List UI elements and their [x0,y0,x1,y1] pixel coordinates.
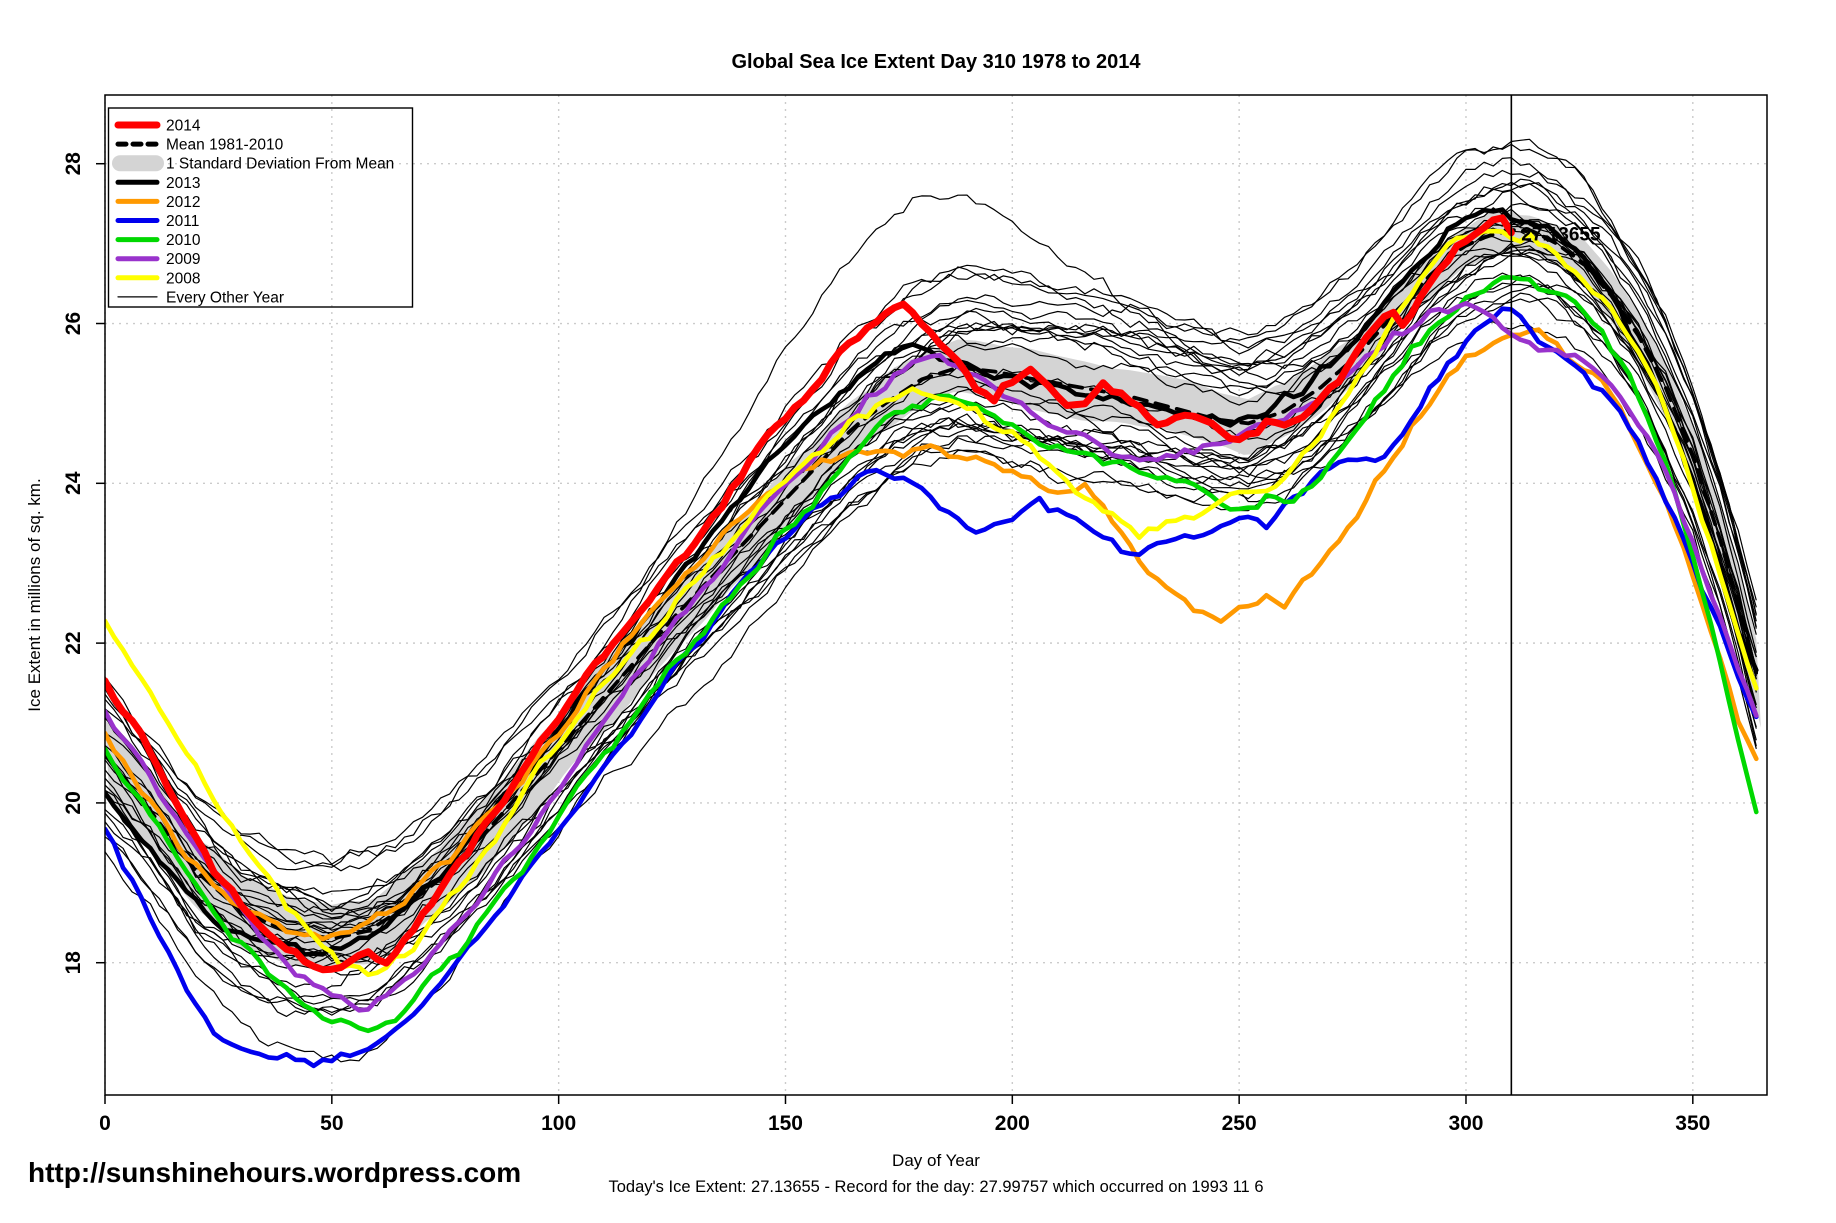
legend-item-mean-1981-2010: Mean 1981-2010 [166,137,284,154]
background-year-line [105,285,1757,965]
x-tick-label: 100 [541,1112,576,1135]
x-tick-label: 150 [768,1112,803,1135]
x-tick-label: 350 [1675,1112,1710,1135]
legend-item-2012: 2012 [166,194,200,211]
background-year-line [105,219,1757,928]
series-line-mean-1981-2010 [105,228,1759,941]
background-year-line [105,138,1757,908]
legend-item-2011: 2011 [166,213,199,230]
legend-border [107,107,414,308]
chart-title: Global Sea Ice Extent Day 310 1978 to 20… [731,51,1141,73]
background-year-line [105,157,1757,872]
background-year-line [105,181,1757,912]
legend-box: 2014 Mean 1981-2010 1 Standard Deviation F… [107,107,414,308]
plot-frame [104,94,1768,1096]
background-year-line [105,248,1757,1005]
series-line-2012 [105,327,1759,942]
x-tick-label: 300 [1448,1112,1483,1135]
background-year-line [105,221,1757,963]
y-tick-label: 28 [62,152,85,176]
background-year-line [105,251,1757,936]
background-year-line [105,272,1757,1017]
legend-item-2014: 2014 [166,118,201,135]
legend-item-2010: 2010 [166,232,201,249]
y-tick-label: 26 [62,312,85,335]
y-tick-label: 24 [62,471,85,495]
background-year-line [105,240,1757,934]
y-tick-label: 18 [62,951,85,975]
x-tick-label: 0 [99,1112,111,1135]
background-year-line [105,189,1757,868]
series-line-2008 [105,228,1759,977]
x-tick-label: 250 [1222,1112,1257,1135]
annotation-today-value: 27.13655 [1521,225,1601,246]
y-tick-label: 22 [62,631,85,654]
x-axis-label: Day of Year [892,1151,980,1170]
legend-swatch-1-standard-deviation-from-mean [112,155,164,172]
y-tick-label: 20 [62,791,85,814]
background-year-line [105,178,1757,919]
y-axis-label: Ice Extent in millions of sq. km. [25,478,44,711]
footer-url: http://sunshinehours.wordpress.com [28,1157,521,1188]
series-line-2014 [105,214,1515,974]
background-year-line [105,194,1757,931]
background-year-line [105,182,1757,865]
legend-item-2008: 2008 [166,270,200,287]
plot-area [105,138,1761,1069]
series-line-2011 [105,306,1759,1069]
x-tick-label: 50 [320,1112,343,1135]
series-line-2010 [105,275,1759,1034]
axis-ticks: 0 50 100 150 200 250 300 350 18 20 22 24 26 28 [62,152,1710,1135]
series-line-2013 [105,207,1759,957]
footer-caption: Today's Ice Extent: 27.13655 - Record fo… [608,1178,1263,1196]
legend-item-2009: 2009 [166,251,200,268]
series-line-2009 [105,301,1759,1013]
x-tick-label: 200 [995,1112,1030,1135]
background-year-line [105,245,1757,1000]
background-year-line [105,208,1757,931]
legend-item-2013: 2013 [166,175,200,192]
background-year-line [105,321,1757,962]
legend-item-1-standard-deviation-from-mean: 1 Standard Deviation From Mean [166,156,394,173]
legend-item-every-other-year: Every Other Year [166,289,284,306]
